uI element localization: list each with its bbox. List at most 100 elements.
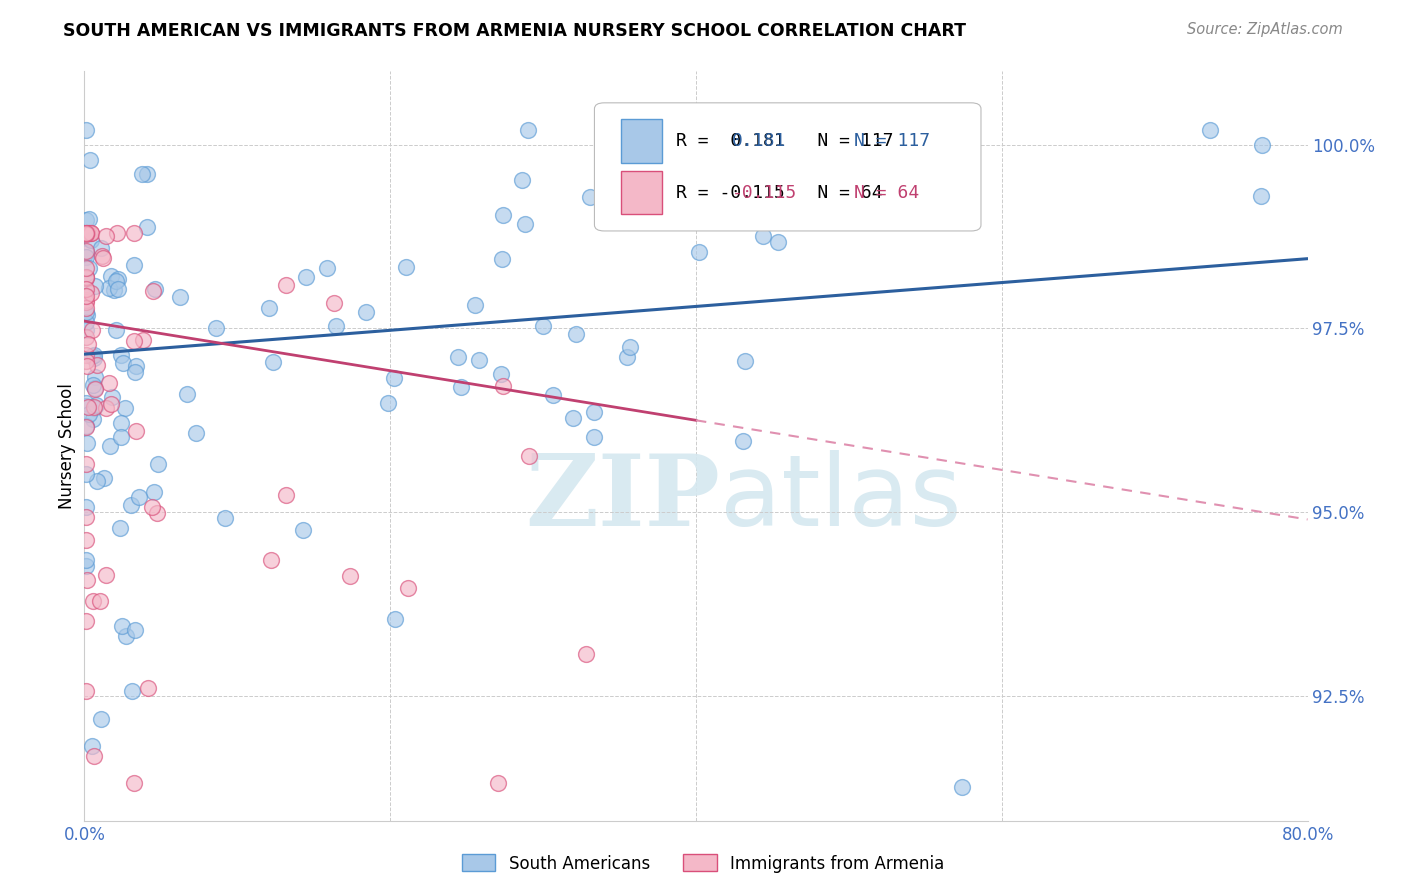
Point [75, 123, 97, 137]
Point [75, 467, 97, 481]
Point [565, 326, 588, 341]
Point [83, 348, 105, 362]
Point [75, 509, 97, 524]
Point [766, 235, 789, 249]
Point [75, 261, 97, 276]
Point [382, 371, 405, 385]
Point [82, 593, 104, 607]
Point [77, 407, 100, 421]
Point [75, 457, 97, 471]
Point [76, 226, 98, 240]
Point [84, 279, 107, 293]
Point [124, 365, 146, 379]
Point [100, 397, 122, 411]
Point [75, 500, 97, 515]
Point [100, 269, 122, 284]
Point [75, 348, 97, 362]
FancyBboxPatch shape [595, 103, 981, 231]
Point [120, 498, 142, 512]
Point [752, 228, 775, 243]
Point [76, 337, 98, 351]
Point [142, 485, 165, 500]
Point [105, 323, 128, 337]
Point [75, 289, 97, 303]
Point [82, 378, 104, 392]
Point [734, 354, 756, 368]
Point [75, 614, 97, 628]
Point [619, 340, 641, 354]
Point [943, 186, 966, 200]
Point [315, 261, 337, 276]
Point [108, 521, 131, 535]
Point [91, 251, 114, 265]
Point [77, 260, 100, 275]
Point [356, 305, 378, 319]
Point [1250, 189, 1272, 203]
Point [205, 320, 228, 334]
Point [128, 490, 150, 504]
Point [176, 387, 198, 401]
Point [75, 396, 97, 410]
Point [76, 436, 98, 450]
Point [98, 376, 121, 391]
Point [122, 334, 145, 349]
Point [450, 380, 472, 394]
Point [75, 295, 97, 310]
Text: R =  0.181   N = 117: R = 0.181 N = 117 [676, 132, 894, 150]
Point [75, 285, 97, 300]
Point [731, 434, 754, 448]
Point [396, 582, 419, 596]
Point [75, 282, 97, 296]
Point [84, 398, 107, 412]
Point [491, 379, 513, 393]
Point [83, 401, 105, 415]
Point [107, 271, 129, 285]
Point [75, 227, 97, 242]
Text: ZIP: ZIP [526, 450, 720, 547]
Point [75, 301, 97, 316]
Point [631, 131, 654, 145]
Y-axis label: Nursery School: Nursery School [58, 383, 76, 509]
Point [468, 352, 491, 367]
Point [80, 226, 103, 240]
Point [1250, 137, 1272, 152]
Point [122, 776, 145, 790]
Point [950, 780, 973, 794]
Point [464, 298, 486, 312]
Point [259, 301, 281, 315]
Point [132, 333, 155, 347]
Point [141, 500, 163, 515]
Point [135, 167, 157, 181]
Point [75, 418, 97, 433]
Point [75, 558, 97, 573]
Point [90, 240, 112, 254]
Point [148, 457, 170, 471]
Text: SOUTH AMERICAN VS IMMIGRANTS FROM ARMENIA NURSERY SCHOOL CORRELATION CHART: SOUTH AMERICAN VS IMMIGRANTS FROM ARMENI… [63, 22, 966, 40]
Point [82, 412, 104, 426]
Point [94, 229, 117, 244]
Legend: South Americans, Immigrants from Armenia: South Americans, Immigrants from Armenia [456, 847, 950, 880]
Point [76, 400, 98, 414]
Point [80, 323, 103, 337]
Point [76, 308, 98, 322]
Point [110, 416, 132, 430]
Point [96, 401, 118, 415]
Point [105, 226, 128, 240]
Text: N = 64: N = 64 [853, 184, 920, 202]
Point [75, 245, 97, 260]
Point [75, 213, 97, 227]
Point [169, 290, 191, 304]
Point [124, 226, 146, 240]
Point [263, 355, 285, 369]
Point [89, 594, 111, 608]
Point [446, 350, 468, 364]
Point [339, 569, 361, 583]
Point [90, 712, 112, 726]
Point [583, 430, 606, 444]
Point [80, 285, 103, 300]
Text: R = -0.115   N = 64: R = -0.115 N = 64 [676, 184, 883, 202]
Point [75, 354, 97, 368]
Point [136, 219, 159, 234]
Point [79, 226, 101, 240]
Text: Source: ZipAtlas.com: Source: ZipAtlas.com [1187, 22, 1343, 37]
